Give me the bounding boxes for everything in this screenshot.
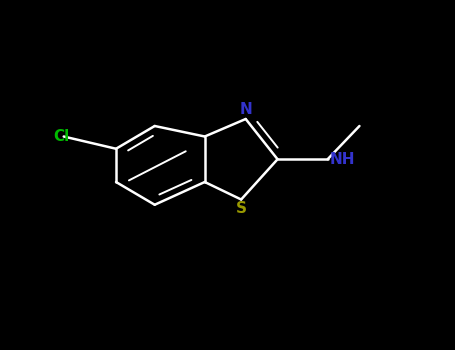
Text: NH: NH <box>330 152 355 167</box>
Text: S: S <box>236 201 247 216</box>
Text: N: N <box>239 102 252 117</box>
Text: Cl: Cl <box>53 129 70 144</box>
